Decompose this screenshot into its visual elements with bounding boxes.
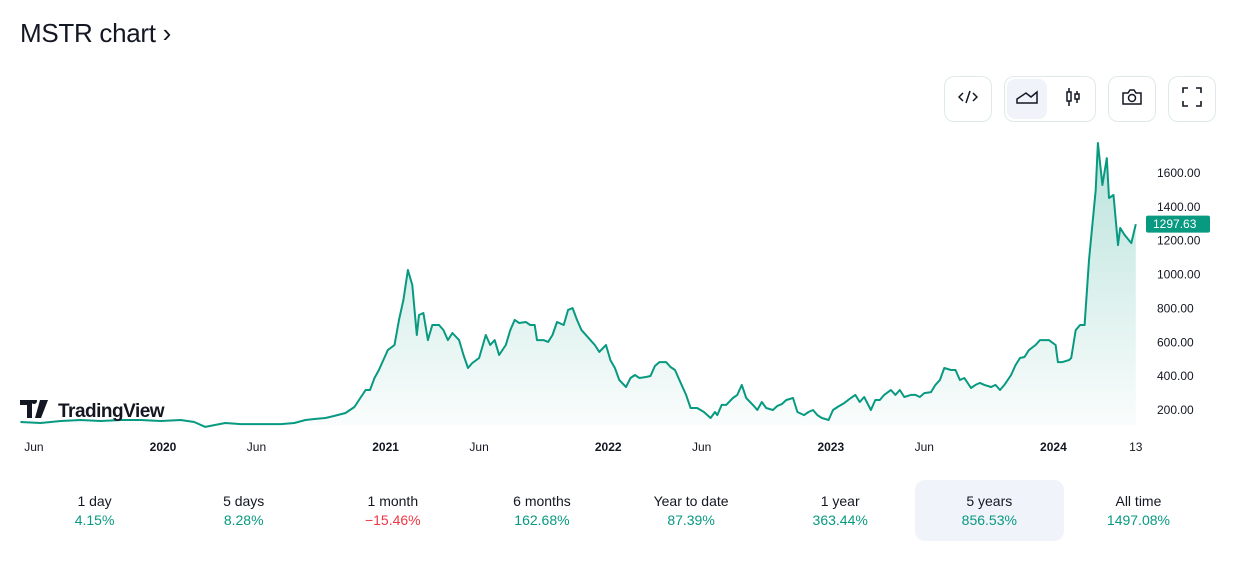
y-tick-label: 1000.00 <box>1157 268 1201 282</box>
svg-text:1297.63: 1297.63 <box>1153 217 1197 231</box>
page-title[interactable]: MSTR chart › <box>20 18 171 49</box>
last-price-label: 1297.63 <box>1146 215 1210 233</box>
embed-button[interactable] <box>944 76 992 122</box>
period-1-year[interactable]: 1 year 363.44% <box>766 480 915 541</box>
y-tick-label: 200.00 <box>1157 403 1194 417</box>
period-change: 162.68% <box>514 512 570 528</box>
x-tick-label: Jun <box>247 440 266 454</box>
x-tick-label: 2024 <box>1040 440 1067 454</box>
fullscreen-button[interactable] <box>1168 76 1216 122</box>
period-label: 1 day <box>77 493 112 509</box>
y-tick-label: 400.00 <box>1157 369 1194 383</box>
x-tick-label: 2022 <box>595 440 622 454</box>
period-label: 1 year <box>820 493 860 509</box>
price-area <box>20 143 1136 427</box>
period-label: 1 month <box>367 493 419 509</box>
period-5-years[interactable]: 5 years 856.53% <box>914 480 1064 541</box>
tradingview-logo-text: TradingView <box>58 401 165 422</box>
period-label: 5 years <box>966 493 1013 509</box>
price-line <box>20 142 1137 428</box>
period-1-month[interactable]: 1 month −15.46% <box>318 480 467 541</box>
x-tick-label: Jun <box>692 440 711 454</box>
candlestick-button[interactable] <box>1053 79 1093 119</box>
period-label: 6 months <box>513 493 571 509</box>
tradingview-logo[interactable]: TradingView <box>20 398 165 424</box>
chart-type-group <box>1004 76 1096 122</box>
y-tick-label: 1400.00 <box>1157 200 1201 214</box>
fullscreen-icon <box>1182 86 1202 112</box>
period-label: All time <box>1115 493 1162 509</box>
code-icon <box>957 89 979 110</box>
period-change: 363.44% <box>812 512 868 528</box>
period-1-day[interactable]: 1 day 4.15% <box>20 480 169 541</box>
period-change: 8.28% <box>223 512 264 528</box>
price-chart[interactable]: 200.00 400.00 600.00 800.00 1000.00 1200.00 14… <box>0 0 1233 470</box>
candlestick-icon <box>1064 87 1082 112</box>
x-tick-label: 2023 <box>817 440 844 454</box>
period-change: 1497.08% <box>1106 512 1170 528</box>
period-change: −15.46% <box>364 512 421 528</box>
title-text: MSTR chart <box>20 18 156 48</box>
period-selector: 1 day 4.15% 5 days 8.28% 1 month −15.46% 6 mon… <box>20 480 1213 541</box>
period-label: 5 days <box>223 493 265 509</box>
camera-icon <box>1121 88 1143 111</box>
x-tick-label: Jun <box>915 440 934 454</box>
x-tick-label: 13 <box>1129 440 1143 454</box>
y-tick-label: 800.00 <box>1157 301 1194 315</box>
period-change: 87.39% <box>667 512 715 528</box>
period-label: Year to date <box>653 493 729 509</box>
x-tick-label: 2020 <box>150 440 177 454</box>
period-all-time[interactable]: All time 1497.08% <box>1064 480 1213 541</box>
snapshot-button[interactable] <box>1108 76 1156 122</box>
x-tick-label: Jun <box>24 440 43 454</box>
tradingview-logo-icon <box>20 398 52 424</box>
period-change: 4.15% <box>74 512 115 528</box>
y-tick-label: 1200.00 <box>1157 234 1201 248</box>
period-5-days[interactable]: 5 days 8.28% <box>169 480 318 541</box>
area-chart-icon <box>1016 89 1038 110</box>
area-chart-button[interactable] <box>1007 79 1047 119</box>
period-year-to-date[interactable]: Year to date 87.39% <box>617 480 766 541</box>
period-change: 856.53% <box>961 512 1017 528</box>
y-tick-label: 1600.00 <box>1157 166 1201 180</box>
x-tick-label: Jun <box>469 440 488 454</box>
chevron-right-icon: › <box>162 18 172 48</box>
x-tick-label: 2021 <box>372 440 399 454</box>
period-6-months[interactable]: 6 months 162.68% <box>467 480 616 541</box>
y-tick-label: 600.00 <box>1157 335 1194 349</box>
